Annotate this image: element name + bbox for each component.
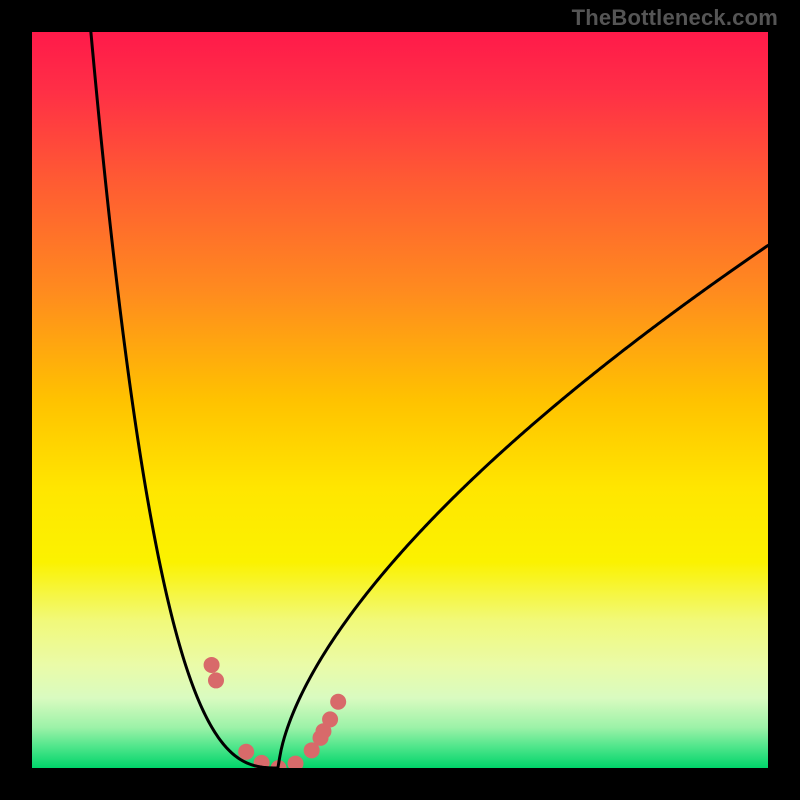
watermark-text: TheBottleneck.com xyxy=(572,5,778,31)
chart-frame: TheBottleneck.com xyxy=(0,0,800,800)
data-marker xyxy=(287,756,303,768)
data-marker xyxy=(208,672,224,688)
plot-area xyxy=(32,32,768,768)
data-marker xyxy=(238,744,254,760)
data-marker xyxy=(204,657,220,673)
data-marker xyxy=(322,711,338,727)
marker-layer xyxy=(204,657,347,768)
data-marker xyxy=(330,694,346,710)
bottleneck-curve xyxy=(91,32,768,768)
plot-overlay xyxy=(32,32,768,768)
